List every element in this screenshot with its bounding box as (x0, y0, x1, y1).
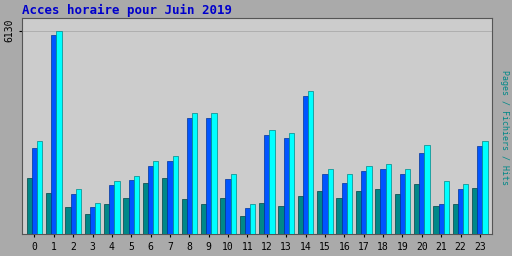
Bar (181, 199, 187, 234)
Bar (90, 207, 95, 234)
Bar (56, 31, 61, 234)
Bar (37, 141, 42, 234)
Bar (279, 206, 284, 234)
Bar (76, 189, 81, 234)
Bar (356, 191, 361, 234)
Bar (95, 203, 100, 234)
Bar (220, 198, 225, 234)
Bar (405, 169, 410, 234)
Bar (472, 188, 477, 234)
Bar (308, 91, 313, 234)
Bar (361, 171, 366, 234)
Bar (419, 153, 424, 234)
Text: Pages / Fichiers / Hits: Pages / Fichiers / Hits (500, 70, 509, 186)
Bar (32, 148, 37, 234)
Bar (211, 113, 217, 234)
Bar (206, 118, 211, 234)
Bar (109, 185, 115, 234)
Bar (444, 181, 449, 234)
Bar (433, 206, 439, 234)
Bar (477, 146, 482, 234)
Bar (328, 169, 333, 234)
Bar (167, 161, 173, 234)
Bar (27, 178, 32, 234)
Bar (134, 176, 139, 234)
Bar (143, 183, 148, 234)
Bar (284, 138, 289, 234)
Bar (71, 194, 76, 234)
Bar (414, 184, 419, 234)
Bar (289, 133, 294, 234)
Bar (192, 113, 197, 234)
Bar (400, 174, 405, 234)
Bar (482, 141, 488, 234)
Bar (264, 135, 269, 234)
Bar (240, 216, 245, 234)
Text: Acces horaire pour Juin 2019: Acces horaire pour Juin 2019 (22, 4, 232, 17)
Bar (463, 184, 468, 234)
Bar (84, 214, 90, 234)
Bar (336, 198, 342, 234)
Bar (366, 166, 372, 234)
Bar (424, 145, 430, 234)
Bar (148, 166, 153, 234)
Bar (187, 118, 192, 234)
Bar (375, 189, 380, 234)
Bar (123, 198, 129, 234)
Bar (386, 164, 391, 234)
Bar (439, 204, 444, 234)
Bar (173, 156, 178, 234)
Bar (323, 174, 328, 234)
Bar (458, 189, 463, 234)
Bar (153, 161, 158, 234)
Bar (201, 204, 206, 234)
Bar (297, 196, 303, 234)
Bar (129, 180, 134, 234)
Bar (259, 203, 264, 234)
Bar (342, 183, 347, 234)
Bar (395, 194, 400, 234)
Bar (269, 130, 274, 234)
Bar (453, 204, 458, 234)
Bar (104, 204, 109, 234)
Bar (245, 208, 250, 234)
Bar (380, 169, 386, 234)
Bar (303, 97, 308, 234)
Bar (46, 193, 51, 234)
Bar (231, 174, 236, 234)
Bar (250, 204, 255, 234)
Bar (162, 178, 167, 234)
Bar (66, 207, 71, 234)
Bar (51, 35, 56, 234)
Bar (317, 191, 323, 234)
Bar (115, 181, 120, 234)
Bar (347, 174, 352, 234)
Bar (225, 179, 231, 234)
